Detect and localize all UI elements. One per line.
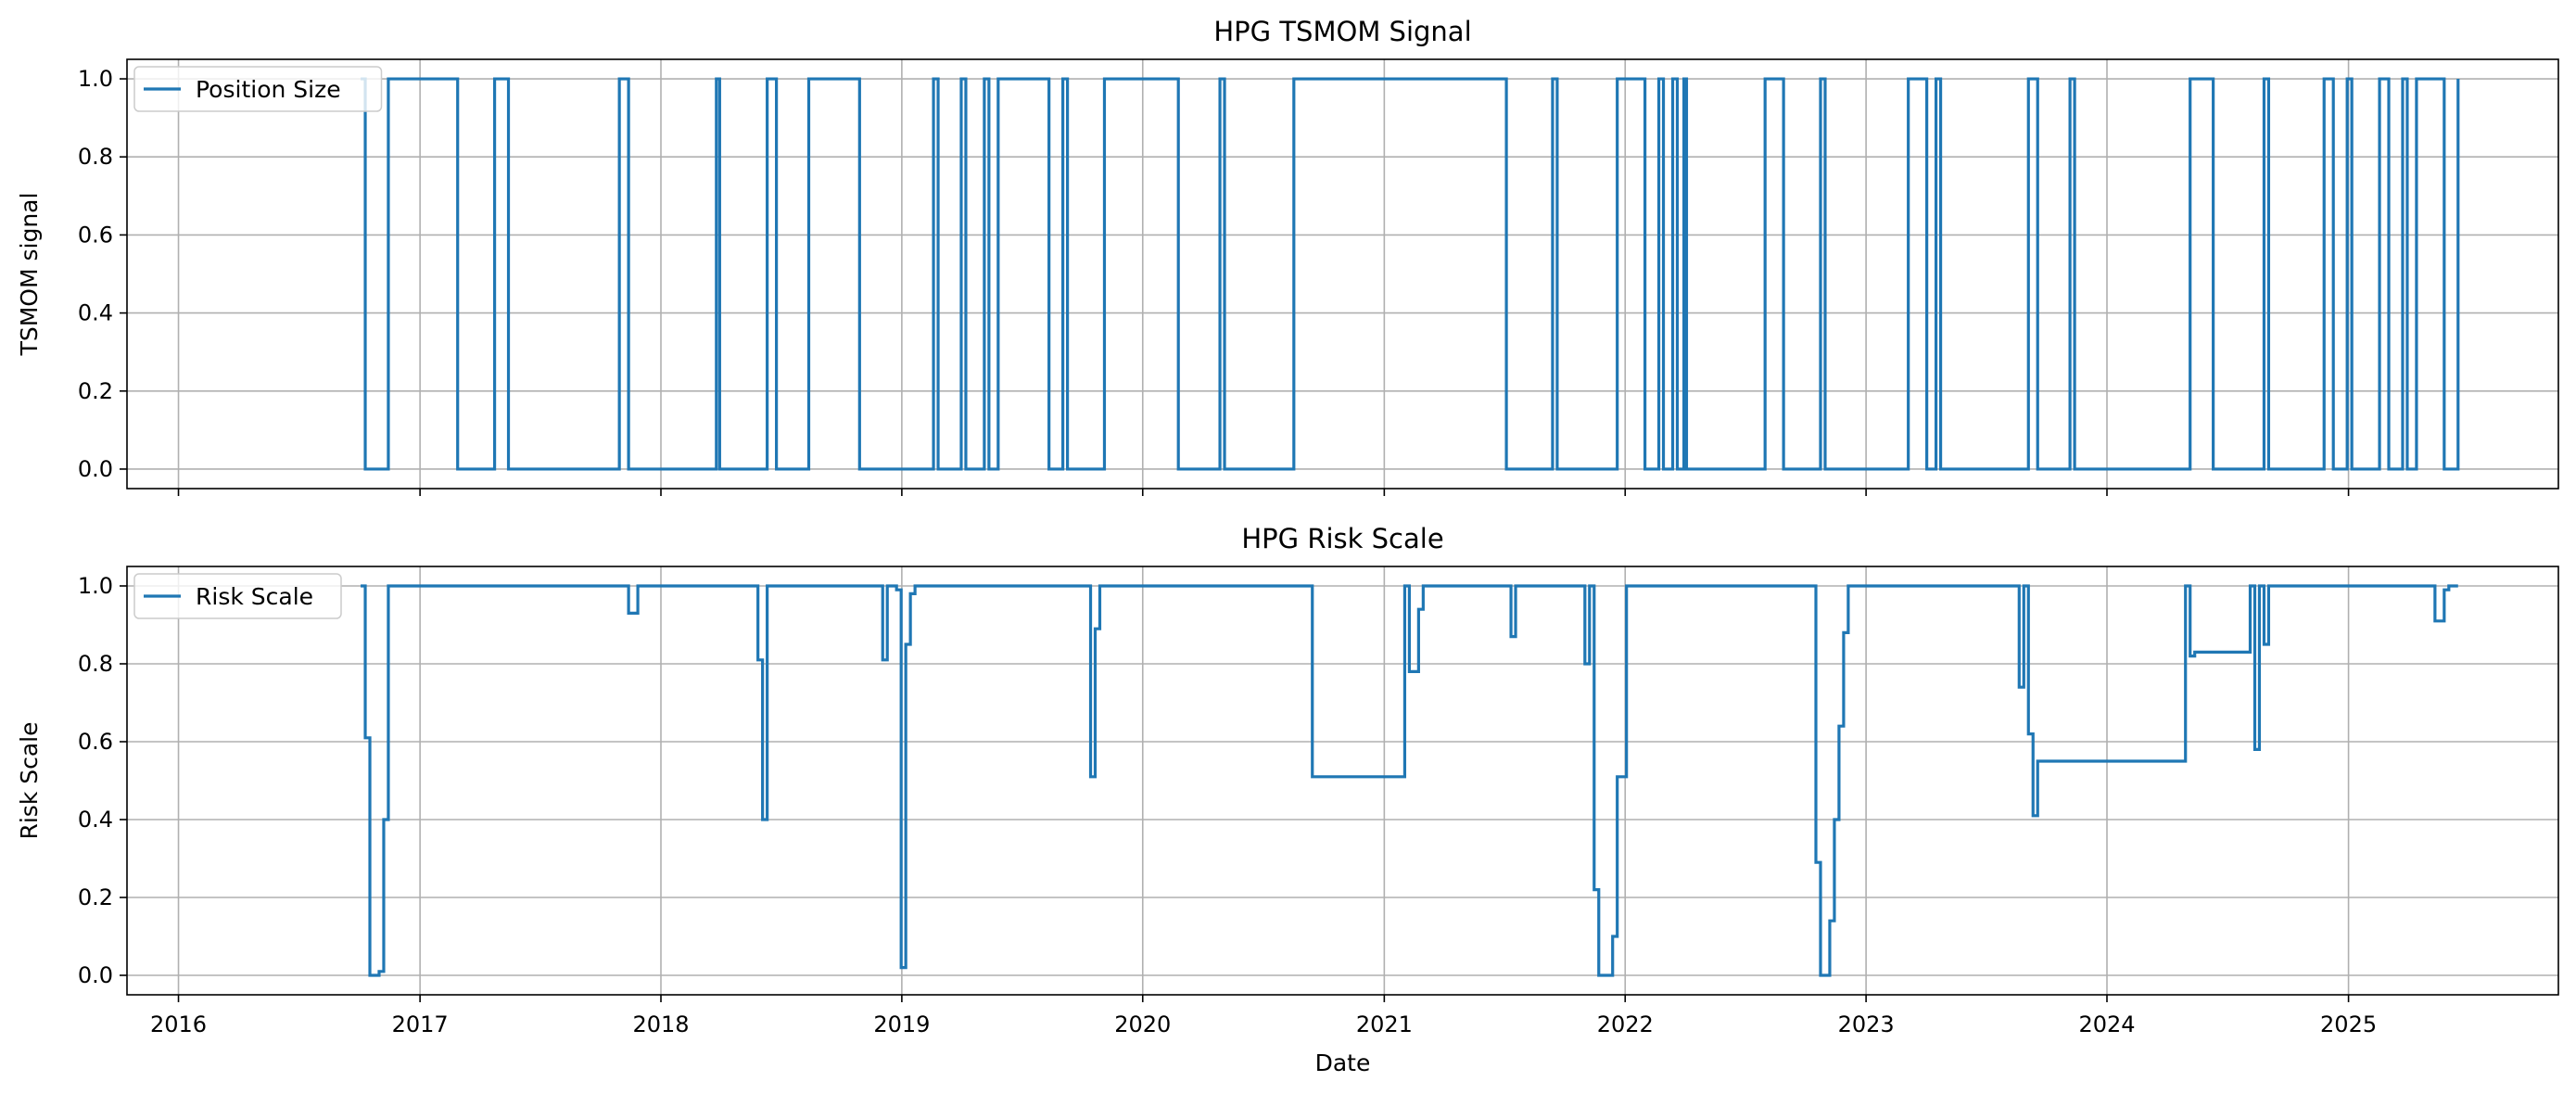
legend-box xyxy=(133,66,383,112)
y-tick-label: 0.4 xyxy=(78,807,113,833)
x-tick-label: 2018 xyxy=(632,1011,689,1037)
x-tick-label: 2025 xyxy=(2320,1011,2377,1037)
axes-frame xyxy=(126,58,2559,490)
legend-label: Risk Scale xyxy=(196,583,313,610)
x-tick-label: 2019 xyxy=(873,1011,930,1037)
x-tick-label: 2022 xyxy=(1597,1011,1654,1037)
chart-panel-1: 0.0 0.2 0.4 0.6 0.8 1.0 HPG TSMOM Signal TSMOM … xyxy=(16,16,2559,496)
y-tick-label: 0.0 xyxy=(78,962,113,988)
legend-box xyxy=(133,573,342,619)
x-tick-label: 2016 xyxy=(150,1011,207,1037)
x-tick-label: 2017 xyxy=(392,1011,449,1037)
y-tick-label: 0.8 xyxy=(78,651,113,677)
y-axis-label: TSMOM signal xyxy=(16,193,43,357)
y-tick-label: 0.2 xyxy=(78,378,113,404)
chart-panel-2: 2016 2017 2018 2019 2020 2021 2022 2023 2024 2025… xyxy=(16,523,2559,1076)
series-line-1 xyxy=(361,584,2458,977)
x-tick-label: 2020 xyxy=(1114,1011,1171,1037)
y-tick-label: 0.2 xyxy=(78,884,113,910)
y-axis-label: Risk Scale xyxy=(16,721,43,839)
x-tick-label: 2021 xyxy=(1356,1011,1413,1037)
y-tick-label: 1.0 xyxy=(78,66,113,92)
y-tick-label: 0.6 xyxy=(78,222,113,248)
legend: Position Size xyxy=(133,66,383,112)
y-tick-label: 0.0 xyxy=(78,456,113,482)
series-line-1 xyxy=(361,77,2460,471)
y-tick-label: 0.4 xyxy=(78,300,113,326)
chart-title: HPG TSMOM Signal xyxy=(1213,16,1471,47)
legend: Risk Scale xyxy=(133,573,342,619)
axes-frame xyxy=(126,566,2559,996)
chart-title: HPG Risk Scale xyxy=(1241,523,1443,554)
x-axis-label: Date xyxy=(1315,1049,1371,1076)
x-tick-label: 2023 xyxy=(1838,1011,1895,1037)
y-tick-label: 1.0 xyxy=(78,573,113,599)
y-tick-label: 0.6 xyxy=(78,729,113,755)
y-tick-label: 0.8 xyxy=(78,144,113,170)
x-tick-label: 2024 xyxy=(2078,1011,2135,1037)
legend-label: Position Size xyxy=(196,76,341,103)
